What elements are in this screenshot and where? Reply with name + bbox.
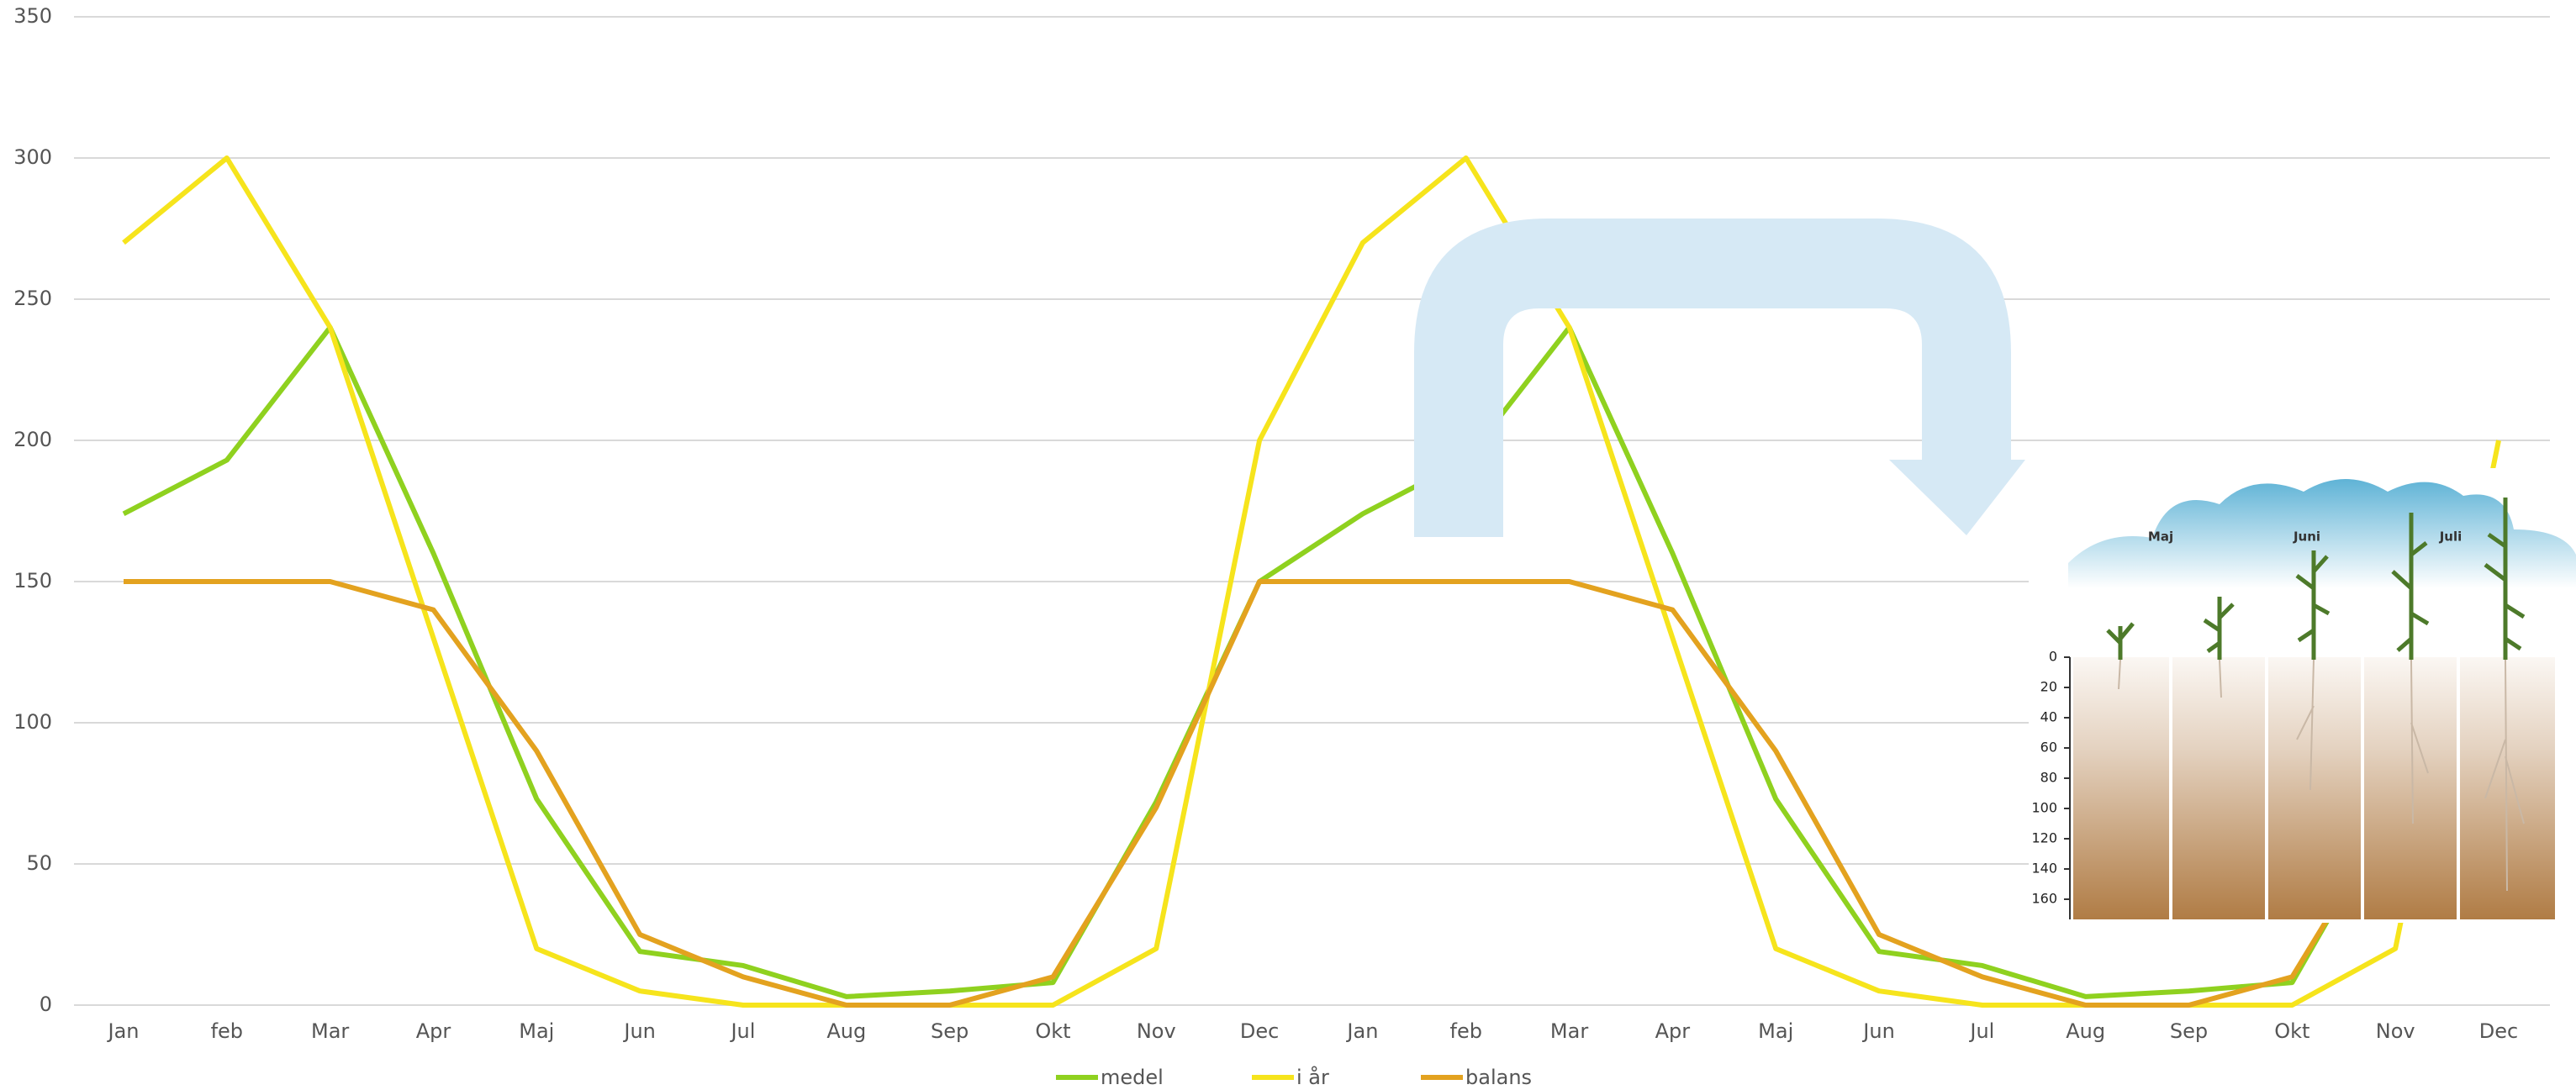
- x-tick-label: Okt: [1035, 1019, 1070, 1043]
- month-label: Maj: [2148, 529, 2173, 545]
- y-tick-label: 100: [13, 710, 52, 734]
- depth-label: 100: [2031, 800, 2057, 816]
- depth-label: 160: [2031, 891, 2057, 907]
- x-tick-label: Maj: [519, 1019, 554, 1043]
- x-tick-label: feb: [1450, 1019, 1482, 1043]
- depth-label: 20: [2040, 679, 2057, 695]
- x-tick-label: Aug: [2066, 1019, 2105, 1043]
- depth-label: 40: [2040, 709, 2057, 725]
- x-tick-label: Sep: [931, 1019, 969, 1043]
- y-tick-label: 150: [13, 569, 52, 592]
- x-tick-label: Apr: [1655, 1019, 1691, 1043]
- x-tick-label: Mar: [311, 1019, 349, 1043]
- depth-label: 60: [2040, 740, 2057, 756]
- legend-label: i år: [1296, 1065, 1329, 1089]
- y-tick-label: 250: [13, 287, 52, 310]
- x-tick-label: Jun: [622, 1019, 656, 1043]
- x-tick-label: Jun: [1861, 1019, 1895, 1043]
- x-tick-label: Mar: [1550, 1019, 1588, 1043]
- y-tick-label: 300: [13, 145, 52, 169]
- plant-diagram: 0 20 40 60 80 100 120 140 160 Maj Juni Juli: [2029, 468, 2576, 923]
- x-tick-label: Dec: [2479, 1019, 2518, 1043]
- depth-label: 140: [2031, 861, 2057, 877]
- soil: [2073, 657, 2555, 919]
- x-tick-label: Nov: [1137, 1019, 1176, 1043]
- legend-label: balans: [1465, 1066, 1532, 1089]
- depth-label: 0: [2049, 649, 2057, 665]
- x-tick-label: Nov: [2376, 1019, 2415, 1043]
- x-tick-label: Aug: [826, 1019, 866, 1043]
- x-tick-label: Apr: [416, 1019, 451, 1043]
- x-tick-label: Dec: [1240, 1019, 1279, 1043]
- x-tick-label: Jan: [107, 1019, 140, 1043]
- month-label: Juni: [2293, 529, 2320, 545]
- x-tick-label: feb: [211, 1019, 243, 1043]
- month-label: Juli: [2439, 529, 2463, 545]
- x-tick-label: Sep: [2170, 1019, 2208, 1043]
- chart: 050100150200250300350JanfebMarAprMajJunJ…: [0, 0, 2576, 1090]
- depth-label: 120: [2031, 830, 2057, 846]
- x-tick-label: Jan: [1345, 1019, 1378, 1043]
- illustration: 0 20 40 60 80 100 120 140 160 Maj Juni Juli: [1414, 219, 2576, 923]
- x-tick-label: Jul: [1968, 1019, 1994, 1043]
- x-tick-label: Jul: [729, 1019, 755, 1043]
- u-turn-arrow: [1414, 219, 2025, 537]
- y-tick-label: 350: [13, 4, 52, 28]
- y-tick-label: 200: [13, 428, 52, 451]
- legend-label: medel: [1101, 1066, 1164, 1089]
- x-tick-label: Okt: [2274, 1019, 2309, 1043]
- depth-label: 80: [2040, 770, 2057, 786]
- x-tick-label: Maj: [1758, 1019, 1793, 1043]
- y-tick-label: 50: [26, 851, 52, 875]
- y-tick-label: 0: [40, 993, 52, 1016]
